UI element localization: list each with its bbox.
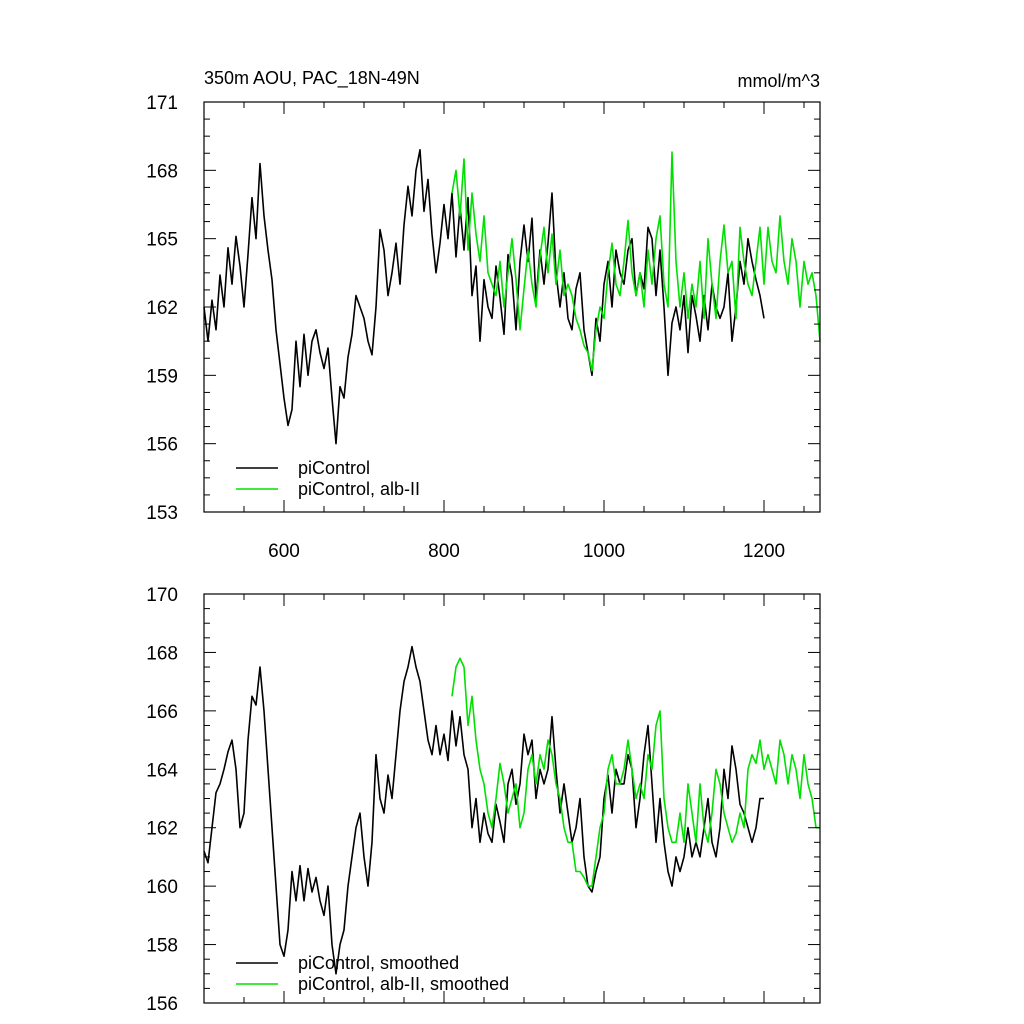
top-chart-title: 350m AOU, PAC_18N-49N <box>204 68 420 89</box>
y-tick-label: 159 <box>146 366 178 387</box>
x-tick-label: 600 <box>268 541 300 562</box>
top-chart-units: mmol/m^3 <box>738 71 820 91</box>
bottom-panel: 156 158 160 162 164 166 168 170 piControl, smoo… <box>146 585 821 1015</box>
legend-label: piControl, alb-II <box>298 479 420 499</box>
bottom-series-layer <box>203 645 820 975</box>
series-line-picontrol-alb-ii <box>451 657 820 887</box>
series-line-picontrol <box>203 149 765 445</box>
y-tick-label: 156 <box>146 994 178 1015</box>
y-tick-label: 158 <box>146 936 178 957</box>
y-tick-label: 168 <box>146 643 178 664</box>
legend-label: piControl, alb-II, smoothed <box>298 974 509 994</box>
series-line-picontrol <box>203 645 764 975</box>
y-tick-label: 171 <box>146 93 178 114</box>
top-axes-layer: 153 156 159 162 165 168 171 600 800 1000 1200 <box>146 93 821 562</box>
y-tick-label: 170 <box>146 585 178 606</box>
y-tick-label: 165 <box>146 230 178 251</box>
x-tick-label: 1000 <box>583 541 625 562</box>
y-tick-label: 162 <box>146 819 178 840</box>
y-tick-label: 168 <box>146 161 178 182</box>
y-tick-label: 166 <box>146 702 178 723</box>
top-panel: 350m AOU, PAC_18N-49N mmol/m^3 153 156 159… <box>146 68 821 562</box>
y-tick-label: 156 <box>146 435 178 456</box>
plot-frame <box>203 101 821 513</box>
y-tick-label: 164 <box>146 760 178 781</box>
x-tick-label: 1200 <box>743 541 785 562</box>
y-tick-label: 162 <box>146 298 178 319</box>
legend-label: piControl <box>298 458 370 478</box>
y-tick-label: 160 <box>146 877 178 898</box>
x-tick-label: 800 <box>428 541 460 562</box>
legend-label: piControl, smoothed <box>298 953 459 973</box>
y-tick-label: 153 <box>146 503 178 524</box>
top-series-layer <box>203 149 821 445</box>
series-line-picontrol-alb-ii <box>451 151 821 372</box>
bottom-axes-layer: 156 158 160 162 164 166 168 170 <box>146 585 821 1015</box>
